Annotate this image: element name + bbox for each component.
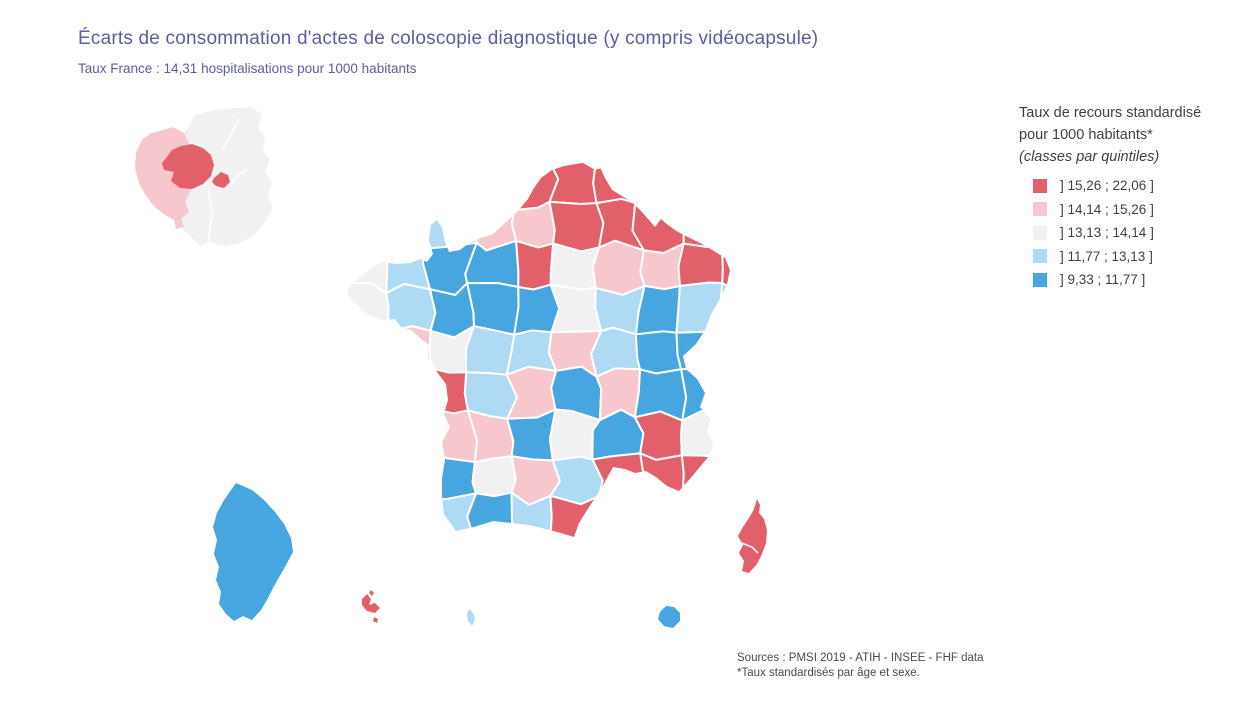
department-cell[interactable] [340, 281, 390, 338]
legend-item: ] 11,77 ; 13,13 ] [1019, 245, 1247, 269]
mainland-group [340, 159, 771, 543]
department-cell[interactable] [549, 494, 605, 543]
department-cell[interactable] [634, 330, 683, 375]
idf-inset-border [221, 117, 241, 151]
legend-swatch-icon [1033, 178, 1047, 193]
source-line2: *Taux standardisés par âge et sexe. [737, 667, 920, 679]
idf-inset-idf-center[interactable] [162, 144, 214, 189]
department-cell[interactable] [719, 282, 770, 339]
legend-item: ] 14,14 ; 15,26 ] [1019, 198, 1247, 222]
legend-item: ] 13,13 ; 14,14 ] [1019, 221, 1247, 245]
legend-items: ] 15,26 ; 22,06 ] ] 14,14 ; 15,26 ] ] 13,1… [1019, 174, 1247, 292]
legend-item-label: ] 13,13 ; 14,14 ] [1060, 225, 1154, 241]
department-cell[interactable] [675, 281, 724, 337]
overseas-martinique[interactable] [467, 609, 475, 626]
department-cell[interactable] [386, 325, 436, 379]
legend-title-line2: pour 1000 habitants* [1019, 127, 1153, 143]
overseas-guadeloupe-south-islet[interactable] [373, 617, 378, 623]
department-cell[interactable] [634, 284, 681, 336]
legend-item-label: ] 11,77 ; 13,13 ] [1060, 248, 1153, 264]
legend-swatch-icon [1033, 225, 1047, 240]
department-cell[interactable] [385, 282, 437, 334]
department-cell[interactable] [466, 491, 515, 542]
department-cell[interactable] [634, 452, 685, 505]
corsica-divider [738, 541, 759, 554]
legend-item: ] 9,33 ; 11,77 ] [1019, 268, 1247, 292]
department-cell[interactable] [680, 454, 727, 504]
department-cell[interactable] [464, 325, 516, 376]
legend-title-line1: Taux de recours standardisé [1019, 105, 1202, 121]
department-cell[interactable] [677, 242, 724, 288]
department-cell[interactable] [675, 330, 726, 371]
legend-swatch-icon [1033, 272, 1047, 287]
department-cell[interactable] [515, 239, 555, 291]
legend-item-label: ] 15,26 ; 22,06 ] [1060, 178, 1154, 194]
department-cell[interactable] [681, 201, 726, 249]
department-cell[interactable] [720, 203, 771, 255]
legend-item: ] 15,26 ; 22,06 ] [1019, 174, 1247, 198]
department-cell[interactable] [505, 365, 558, 420]
legend: Taux de recours standardisé pour 1000 ha… [1019, 102, 1247, 292]
department-cell[interactable] [471, 455, 517, 498]
department-cell[interactable] [631, 201, 685, 254]
department-cell[interactable] [422, 198, 478, 250]
overseas-guadeloupe[interactable] [362, 594, 380, 613]
legend-item-label: ] 9,33 ; 11,77 ] [1060, 272, 1146, 288]
legend-subtitle: (classes par quintiles) [1019, 149, 1160, 165]
department-cell[interactable] [425, 367, 470, 415]
department-cell[interactable] [720, 242, 767, 296]
department-cell[interactable] [549, 283, 603, 334]
page-subtitle: Taux France : 14,31 hospitalisations pou… [78, 61, 417, 76]
corsica[interactable] [738, 499, 767, 573]
legend-swatch-icon [1033, 202, 1047, 217]
page-title: Écarts de consommation d'actes de colosc… [78, 28, 819, 49]
source-note: Sources : PMSI 2019 - ATIH - INSEE - FHF… [737, 651, 983, 681]
idf-inset-border [229, 169, 248, 187]
overseas-guyane[interactable] [213, 483, 293, 621]
idf-inset-idf-small[interactable] [212, 172, 230, 188]
department-cell[interactable] [591, 452, 645, 498]
legend-swatch-icon [1033, 249, 1047, 264]
overseas-reunion[interactable] [658, 606, 680, 628]
department-cell[interactable] [591, 239, 646, 296]
idf-inset-border [207, 190, 213, 244]
department-cell[interactable] [592, 159, 644, 205]
overseas-guadeloupe-north-islet[interactable] [369, 590, 374, 596]
department-cell[interactable] [549, 242, 600, 291]
legend-item-label: ] 14,14 ; 15,26 ] [1060, 201, 1154, 217]
source-line1: Sources : PMSI 2019 - ATIH - INSEE - FHF… [737, 652, 984, 664]
